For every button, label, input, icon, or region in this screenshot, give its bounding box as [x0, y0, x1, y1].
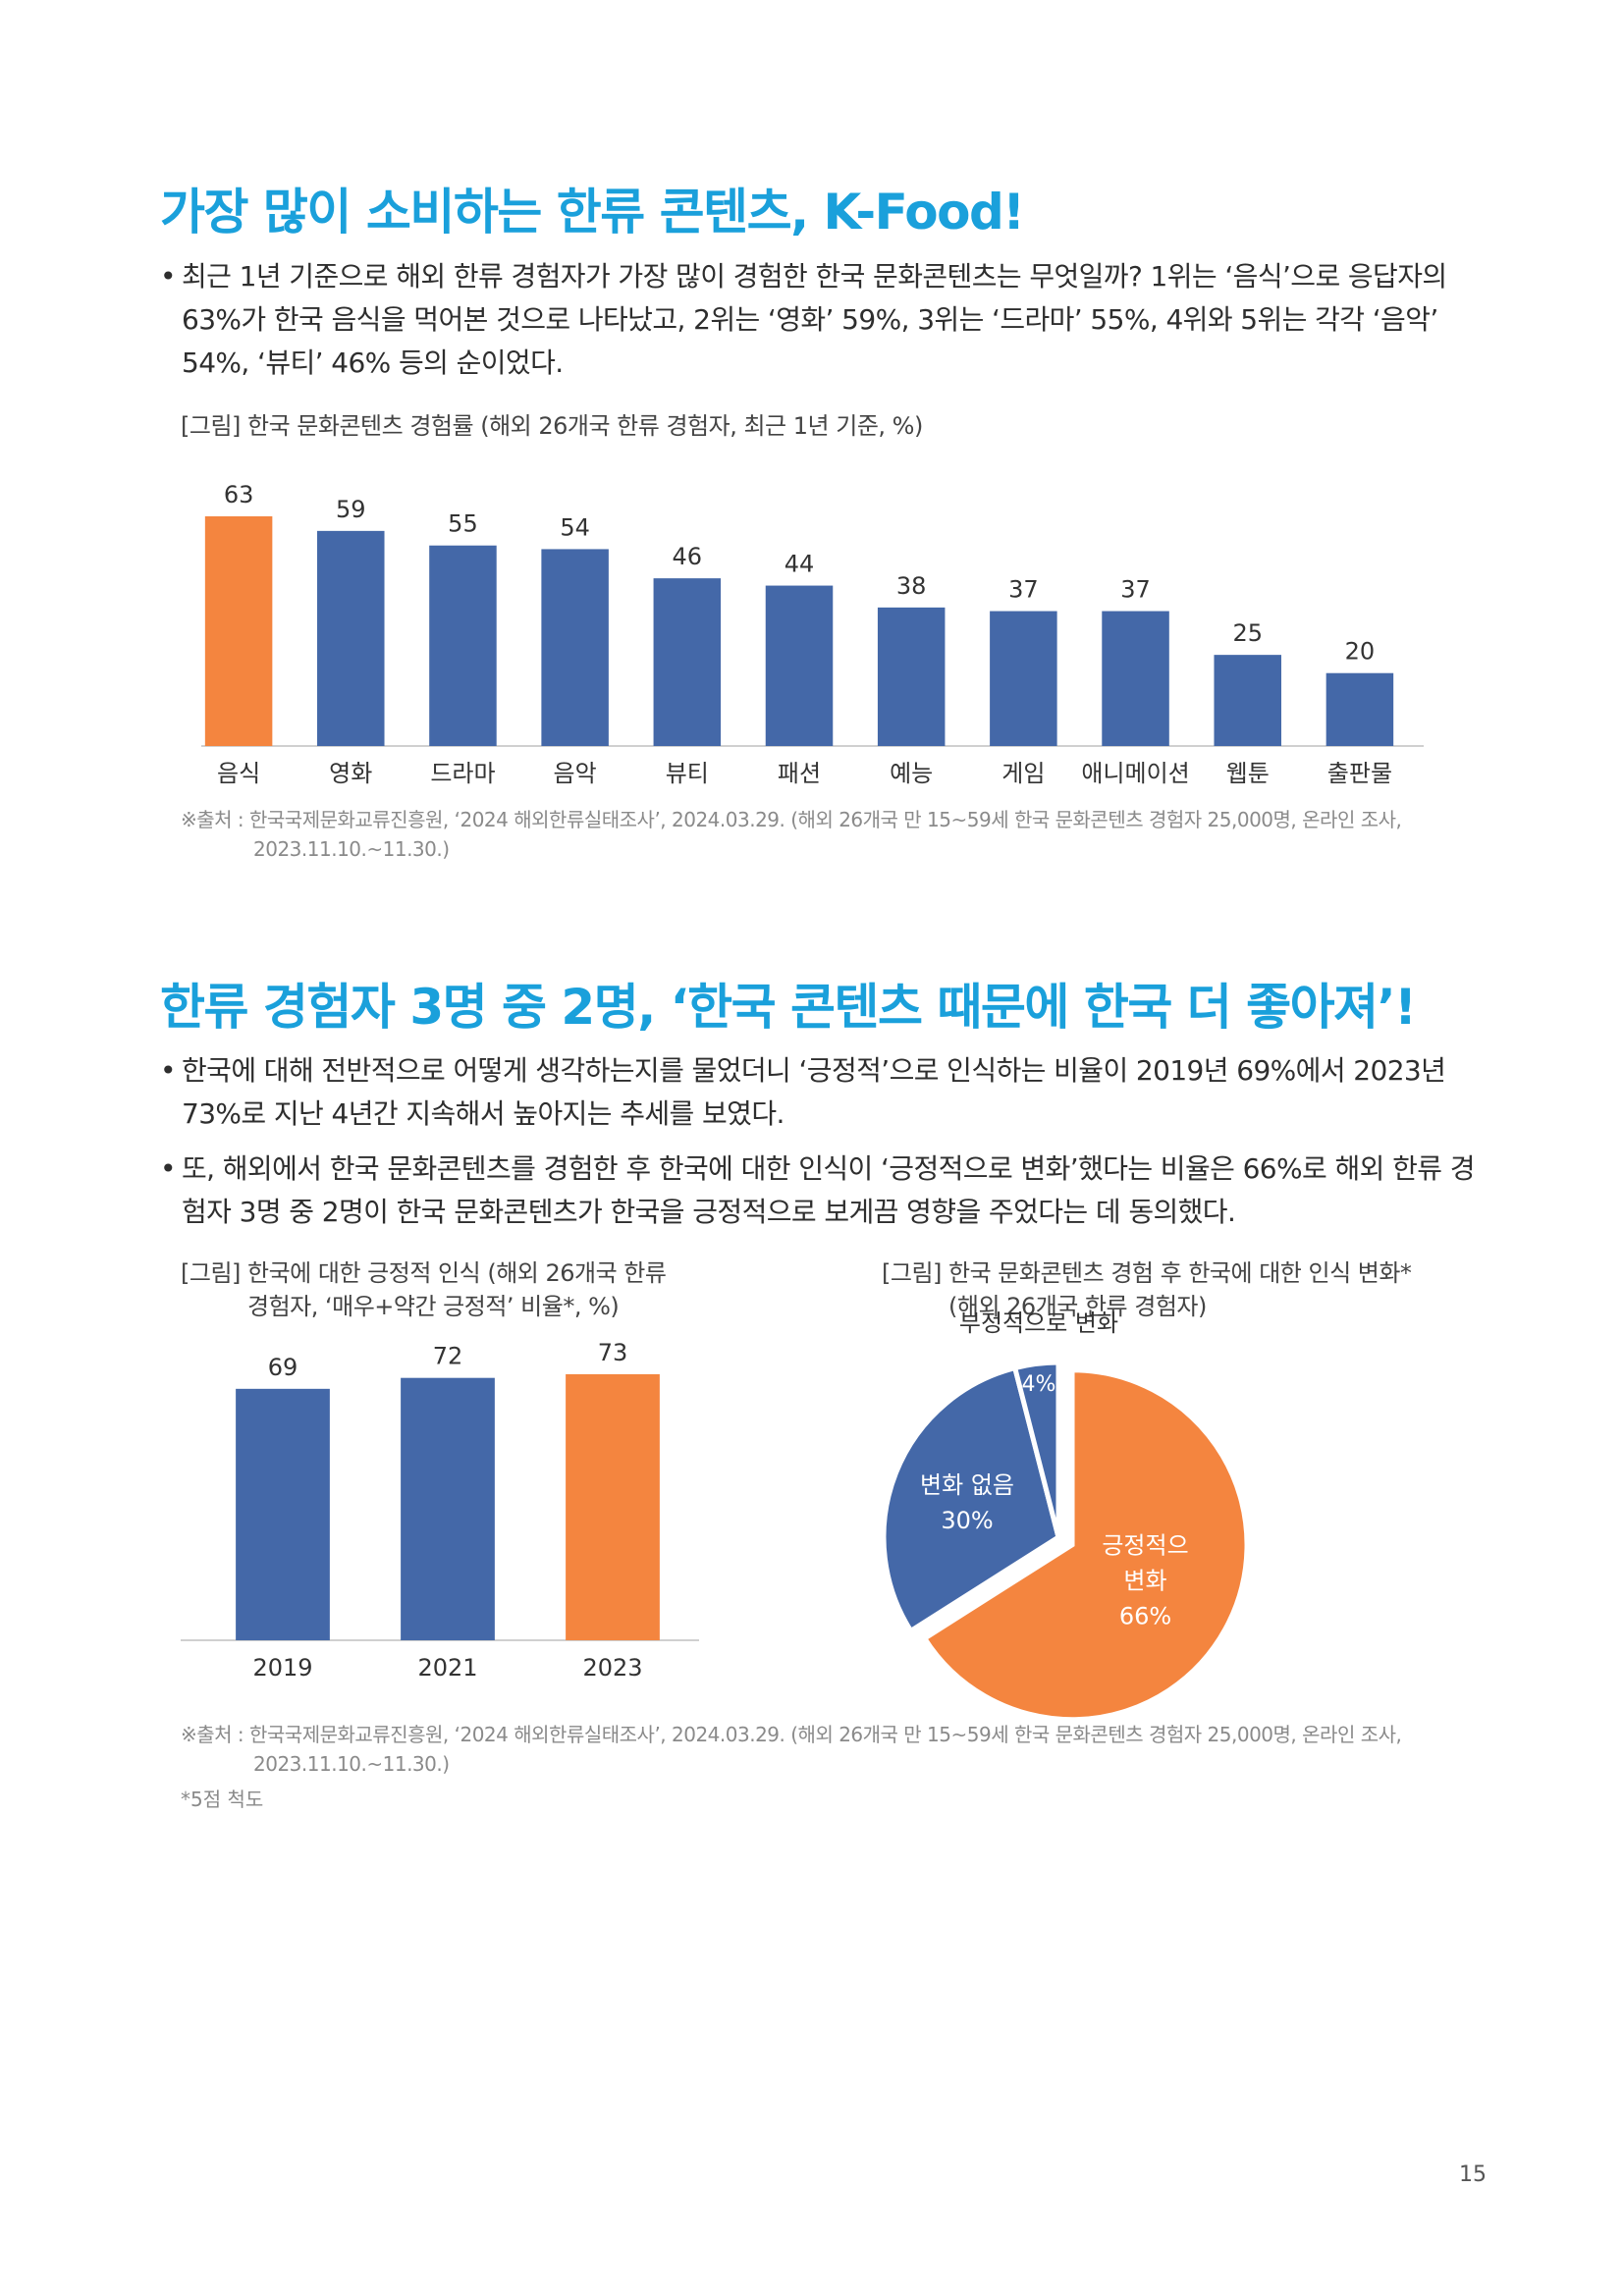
chart2-category-label: 2023: [582, 1654, 642, 1682]
chart1-bar: [541, 549, 609, 746]
chart1-value-label: 37: [1120, 576, 1151, 604]
chart2-value-label: 72: [433, 1343, 463, 1370]
chart1-category-label: 영화: [329, 760, 372, 787]
figure2-caption-line1: [그림] 한국에 대한 긍정적 인식 (해외 26개국 한류: [181, 1259, 667, 1287]
chart1-category-label: 음식: [217, 760, 260, 787]
chart1-value-label: 54: [560, 513, 590, 541]
section2-bullet-2: 또, 해외에서 한국 문화콘텐츠를 경험한 후 한국에 대한 인식이 ‘긍정적으…: [160, 1148, 1486, 1234]
figure3-caption: [그림] 한국 문화콘텐츠 경험 후 한국에 대한 인식 변화* (해외 26개…: [882, 1256, 1412, 1323]
section1-source-line1: ※출처 : 한국국제문화교류진흥원, ‘2024 해외한류실태조사’, 2024…: [181, 808, 1402, 831]
section2-source: ※출처 : 한국국제문화교류진흥원, ‘2024 해외한류실태조사’, 2024…: [181, 1720, 1457, 1779]
chart2-bar: [566, 1373, 660, 1640]
chart1-bar: [429, 545, 497, 746]
chart1-bar: [204, 516, 273, 746]
section2-source-line2: 2023.11.10.~11.30.): [253, 1752, 450, 1776]
chart1-value-label: 63: [224, 481, 254, 508]
page-number: 15: [1459, 2163, 1487, 2187]
chart1-value-label: 55: [448, 510, 478, 538]
chart2-value-label: 73: [598, 1339, 628, 1366]
section2-bullets: 한국에 대해 전반적으로 어떻게 생각하는지를 물었더니 ‘긍정적’으로 인식하…: [160, 1049, 1486, 1246]
chart1-bar: [1214, 655, 1281, 746]
chart1-category-label: 드라마: [430, 760, 495, 787]
chart1-bar: [317, 530, 385, 746]
chart1-value-label: 20: [1345, 638, 1376, 666]
chart1-category-label: 음악: [554, 760, 597, 787]
figure3-caption-line1: [그림] 한국 문화콘텐츠 경험 후 한국에 대한 인식 변화*: [882, 1259, 1412, 1287]
chart1-category-label: 패션: [778, 760, 821, 787]
chart1-category-label: 예능: [890, 760, 933, 787]
pie-label-positive: 긍정적으: [1102, 1532, 1188, 1560]
chart1-value-label: 46: [673, 543, 703, 570]
section2-bullet-1: 한국에 대해 전반적으로 어떻게 생각하는지를 물었더니 ‘긍정적’으로 인식하…: [160, 1049, 1486, 1136]
section2-heading: 한류 경험자 3명 중 2명, ‘한국 콘텐츠 때문에 한국 더 좋아져’!: [160, 979, 1417, 1036]
chart2-category-label: 2021: [417, 1654, 477, 1682]
chart1-bar: [1325, 672, 1394, 746]
figure1-caption: [그림] 한국 문화콘텐츠 경험률 (해외 26개국 한류 경험자, 최근 1년…: [181, 412, 923, 440]
chart1-category-label: 웹툰: [1226, 760, 1270, 787]
chart1-value-label: 59: [336, 496, 366, 523]
chart1-bar: [1102, 611, 1169, 746]
footnote: *5점 척도: [181, 1788, 264, 1811]
section1-bullet-1: 최근 1년 기준으로 해외 한류 경험자가 가장 많이 경험한 한국 문화콘텐츠…: [160, 255, 1486, 385]
pie-label-positive-line2: 변화: [1123, 1568, 1166, 1595]
section1-source-line2: 2023.11.10.~11.30.): [253, 837, 450, 861]
pie-slice: [1011, 1360, 1061, 1538]
chart1-category-label: 게임: [1001, 760, 1045, 787]
section1-source: ※출처 : 한국국제문화교류진흥원, ‘2024 해외한류실태조사’, 2024…: [181, 805, 1457, 864]
chart1-category-label: 뷰티: [666, 760, 709, 787]
chart2-category-label: 2019: [252, 1654, 312, 1682]
pie-slice: [921, 1367, 1250, 1723]
pie-value-no-change: 30%: [941, 1507, 993, 1534]
chart1-category-label: 애니메이션: [1081, 760, 1189, 787]
section1-bullets: 최근 1년 기준으로 해외 한류 경험자가 가장 많이 경험한 한국 문화콘텐츠…: [160, 255, 1486, 397]
chart2-value-label: 69: [268, 1354, 298, 1381]
chart1-category-label: 출판물: [1327, 760, 1392, 787]
section2-source-line1: ※출처 : 한국국제문화교류진흥원, ‘2024 해외한류실태조사’, 2024…: [181, 1723, 1402, 1746]
chart1-value-label: 25: [1232, 619, 1263, 647]
chart2-bar: [236, 1388, 330, 1640]
chart1-bar: [990, 611, 1057, 746]
chart1-value-label: 38: [896, 572, 927, 600]
chart1-value-label: 37: [1008, 576, 1039, 604]
section1-heading: 가장 많이 소비하는 한류 콘텐츠, K-Food!: [160, 184, 1025, 240]
figure2-caption: [그림] 한국에 대한 긍정적 인식 (해외 26개국 한류 경험자, ‘매우+…: [181, 1256, 667, 1323]
chart2-bar: [401, 1377, 495, 1640]
chart1-bar: [877, 607, 946, 746]
chart1-bar: [653, 578, 722, 746]
pie-label-no-change: 변화 없음: [920, 1471, 1014, 1499]
pie-value-positive: 66%: [1119, 1603, 1171, 1630]
pie-value-negative: 4%: [1022, 1372, 1056, 1397]
pie-slice: [881, 1364, 1061, 1634]
chart1-value-label: 44: [784, 551, 815, 578]
figure3-caption-line2: (해외 26개국 한류 경험자): [948, 1293, 1207, 1320]
figure2-caption-line2: 경험자, ‘매우+약간 긍정적’ 비율*, %): [247, 1293, 620, 1320]
pie-label-negative: 부정적으로 변화: [959, 1309, 1118, 1337]
chart1-bar: [765, 585, 834, 746]
